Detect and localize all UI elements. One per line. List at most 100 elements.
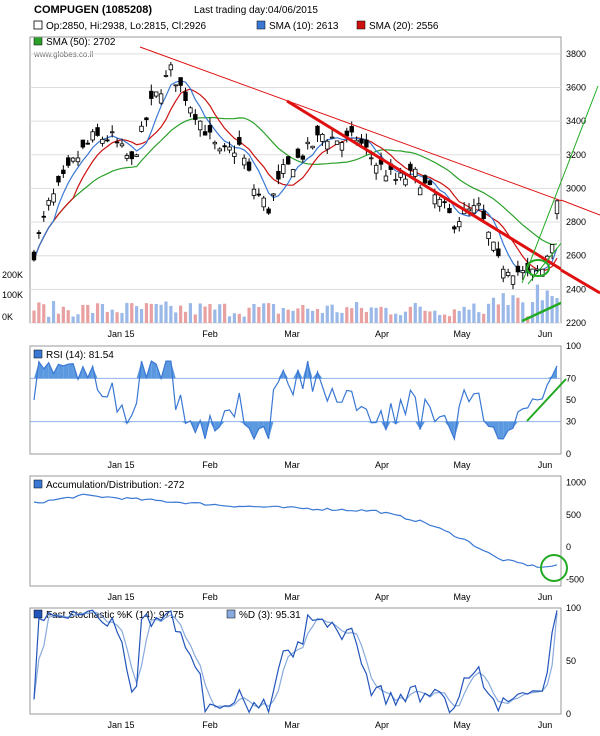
candle-body	[359, 138, 364, 144]
ohlc-swatch	[33, 20, 43, 30]
volume-bar	[42, 304, 46, 323]
volume-bar	[125, 302, 129, 323]
volume-bar	[374, 307, 378, 323]
volume-bar	[413, 303, 417, 323]
candle-body	[207, 125, 213, 133]
x-axis-label: Jan 15	[107, 720, 134, 730]
candle-body	[46, 200, 51, 206]
x-axis-label: Apr	[375, 460, 389, 470]
price-tick-label: 3600	[566, 82, 586, 92]
volume-bar	[398, 315, 403, 323]
volume-bar	[306, 308, 310, 323]
candle-body	[417, 187, 423, 196]
candle-body	[300, 155, 306, 160]
volume-bar	[276, 313, 280, 323]
candle-body	[393, 179, 398, 181]
candlesticks	[31, 62, 560, 290]
rsi-fill-area	[58, 364, 64, 379]
volume-trend-green	[521, 301, 561, 323]
stoch-k-swatch	[33, 609, 43, 619]
x-axis-label: Feb	[202, 720, 218, 730]
volume-bar	[501, 293, 505, 323]
candle-body	[457, 221, 462, 228]
candle-body	[554, 200, 560, 215]
volume-bar	[218, 304, 222, 323]
volume-bar	[345, 307, 349, 323]
candle-body	[41, 215, 46, 218]
volume-bar	[95, 303, 100, 323]
candle-body	[232, 152, 237, 157]
candle-body	[422, 175, 428, 184]
candle-body	[549, 244, 555, 254]
candle-body	[149, 90, 154, 99]
rsi-fill-area	[180, 421, 186, 424]
candle-body	[315, 125, 320, 136]
rsi-fill-area	[38, 361, 44, 379]
rsi-tick-label: 100	[566, 341, 581, 351]
candle-body	[501, 268, 506, 279]
x-axis-label: Mar	[284, 592, 300, 602]
x-axis-label: May	[453, 329, 471, 339]
x-axis-label: May	[453, 592, 471, 602]
rsi-fill-area	[239, 421, 245, 424]
volume-bar	[193, 314, 197, 323]
candle-body	[75, 157, 81, 163]
sma50-swatch	[33, 36, 43, 46]
candle-body	[305, 141, 310, 145]
volume-bar	[457, 310, 461, 323]
rsi-fill-area	[68, 363, 74, 379]
watermark: www.globes.co.il	[33, 50, 93, 59]
price-panel: 3800 3600 3400 3200 3000 2800 2600 2400 2200 200K…	[2, 36, 600, 328]
candle-body	[178, 77, 183, 86]
rsi-fill-area	[249, 421, 254, 439]
volume-bar	[105, 311, 109, 323]
trendline-thick-red	[286, 99, 561, 271]
candle-body	[251, 188, 257, 196]
candle-body	[163, 75, 169, 77]
ohlc-readout: Op:2850, Hi:2938, Lo:2815, Cl:2926	[46, 21, 207, 32]
candle-body	[383, 175, 389, 182]
candle-body	[271, 193, 276, 196]
candle-body	[510, 275, 516, 285]
volume-bar	[164, 301, 168, 323]
volume-bar	[511, 295, 515, 323]
candle-body	[290, 169, 296, 178]
volume-bar	[291, 310, 295, 323]
rsi-fill-area	[121, 421, 127, 424]
candle-body	[95, 127, 100, 136]
volume-bar	[403, 311, 408, 323]
volume-bar	[100, 303, 105, 323]
candle-body	[51, 193, 56, 203]
volume-bar	[247, 307, 251, 323]
volume-bar	[516, 297, 520, 323]
candle-body	[476, 203, 481, 206]
candle-body	[334, 140, 340, 145]
volume-bar	[418, 306, 422, 323]
candle-body	[100, 138, 105, 144]
candle-body	[36, 232, 42, 234]
ad-legend: Accumulation/Distribution: -272	[46, 480, 185, 491]
breakout-circle	[526, 259, 550, 277]
stoch-tick-label: 100	[566, 603, 581, 613]
candle-body	[320, 134, 325, 142]
volume-bar	[477, 312, 481, 323]
volume-bar	[144, 303, 149, 323]
sma10-swatch	[256, 20, 266, 30]
sma20-line	[33, 88, 558, 272]
volume-bar	[320, 313, 324, 323]
candle-body	[520, 270, 525, 274]
candle-body	[427, 180, 433, 185]
rsi-fill-area	[503, 421, 509, 439]
volume-bar	[281, 308, 285, 323]
volume-bar	[379, 306, 383, 323]
trendline-thin-red-ext	[560, 199, 600, 216]
candle-body	[285, 156, 291, 165]
stochastic-panel-frame	[29, 607, 562, 715]
sma10-line	[33, 80, 558, 274]
volume-bar	[359, 307, 364, 323]
volume-bar	[237, 313, 241, 323]
volume-bar	[169, 305, 173, 323]
x-axis-label: Mar	[284, 460, 300, 470]
volume-bar	[66, 310, 70, 323]
